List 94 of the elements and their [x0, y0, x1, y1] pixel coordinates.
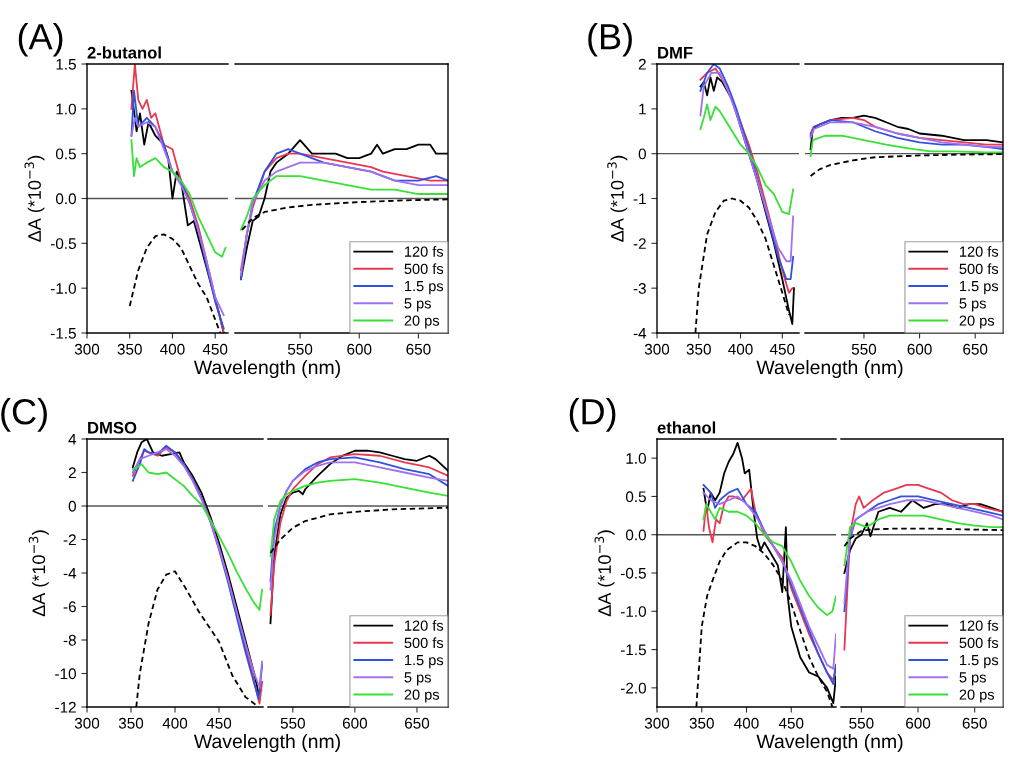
y-tick-label: 1.0	[626, 453, 646, 464]
chart-title: DMF	[658, 46, 693, 59]
x-axis-title: Wavelength (nm)	[193, 359, 340, 379]
x-tick-label: 300	[644, 343, 670, 355]
x-tick-label: 550	[849, 717, 874, 729]
x-axis-title: Wavelength (nm)	[756, 359, 903, 379]
x-tick-label: 650	[962, 717, 987, 729]
y-tick-label: 2	[68, 467, 76, 479]
y-tick-label: -1.5	[50, 328, 76, 339]
y-tick-label: -12	[55, 701, 76, 713]
x-tick-label: 650	[963, 343, 988, 355]
legend-label: 1.5 ps	[405, 281, 444, 295]
y-tick-label: 4	[68, 434, 77, 445]
y-tick-label: 0	[68, 500, 76, 512]
y-tick-label: -2	[63, 534, 76, 546]
legend-label: 1.5 ps	[960, 281, 999, 295]
x-tick-label: 400	[734, 717, 759, 729]
legend-label: 1.5 ps	[960, 655, 999, 669]
legend-label: 20 ps	[404, 315, 440, 329]
x-tick-label: 450	[769, 343, 795, 355]
x-tick-label: 450	[206, 717, 232, 729]
legend-label: 20 ps	[959, 689, 995, 703]
text: (D)	[569, 398, 616, 432]
x-tick-label: 400	[728, 343, 753, 355]
x-tick-label: 550	[287, 343, 313, 355]
x-tick-label: 350	[689, 717, 714, 729]
x-tick-label: 350	[686, 343, 711, 355]
x-tick-label: 300	[74, 717, 100, 729]
x-tick-label: 600	[342, 717, 368, 729]
y-tick-label: -6	[63, 601, 76, 613]
legend-label: 120 fs	[405, 620, 444, 631]
x-tick-label: 300	[644, 717, 670, 729]
x-tick-label: 400	[160, 343, 185, 355]
legend-label: 5 ps	[404, 672, 431, 686]
y-tick-label: 1	[639, 103, 646, 115]
y-tick-label: -2	[633, 238, 646, 249]
y-tick-label: -1.5	[620, 644, 646, 656]
legend-label: 5 ps	[959, 672, 986, 686]
y-tick-label: 0.0	[625, 529, 646, 541]
chart-title: 2-butanol	[87, 46, 161, 59]
legend-label: 500 fs	[404, 263, 444, 275]
legend-label: 500 fs	[404, 637, 444, 649]
y-tick-label: -8	[63, 634, 76, 646]
x-tick-label: 350	[118, 717, 144, 729]
legend-label: 5 ps	[404, 298, 431, 312]
x-tick-label: 450	[202, 343, 228, 355]
y-tick-label: 1.0	[56, 103, 76, 115]
y-tick-label: -1.0	[620, 606, 646, 617]
x-tick-label: 650	[406, 343, 431, 355]
legend-label: 500 fs	[959, 263, 999, 275]
y-tick-label: -10	[55, 668, 76, 680]
legend-label: 120 fs	[405, 246, 444, 257]
y-axis-title: ΔA (*10$^{−3}$)	[607, 155, 628, 242]
legend-label: 120 fs	[960, 246, 999, 257]
y-tick-label: -4	[633, 328, 647, 339]
text: (A)	[18, 22, 63, 57]
x-tick-label: 400	[162, 717, 188, 729]
legend-label: 5 ps	[959, 298, 986, 312]
text: (C)	[1, 398, 47, 432]
y-tick-label: 1.5	[56, 59, 76, 70]
x-tick-label: 550	[280, 717, 305, 729]
legend-label: 120 fs	[960, 620, 999, 631]
chart-title: DMSO	[88, 421, 137, 434]
y-axis-title: ΔA (*10$^{−3}$)	[24, 155, 45, 242]
y-tick-label: -0.5	[50, 238, 76, 250]
x-tick-label: 600	[347, 343, 372, 355]
y-tick-label: 0.0	[55, 193, 76, 205]
legend-label: 20 ps	[404, 689, 440, 703]
legend-label: 1.5 ps	[405, 655, 444, 669]
x-tick-label: 600	[906, 717, 931, 729]
y-tick-label: -4	[63, 568, 77, 579]
y-tick-label: 0.5	[625, 491, 646, 503]
y-axis-title: ΔA (*10$^{−3}$)	[28, 530, 49, 617]
x-tick-label: 600	[907, 343, 932, 355]
y-tick-label: -3	[633, 283, 646, 294]
y-tick-label: 0	[638, 148, 646, 160]
x-tick-label: 300	[74, 343, 100, 355]
y-tick-label: -2.0	[620, 682, 646, 694]
y-tick-label: -0.5	[620, 567, 646, 579]
y-tick-label: -1	[633, 193, 646, 205]
x-tick-label: 350	[117, 343, 142, 355]
legend-label: 20 ps	[959, 315, 995, 329]
x-tick-label: 650	[405, 717, 430, 729]
chart-title: ethanol	[657, 421, 716, 434]
x-tick-label: 550	[851, 343, 877, 355]
y-tick-label: 0.5	[55, 148, 76, 160]
x-axis-title: Wavelength (nm)	[193, 733, 340, 753]
legend-label: 500 fs	[959, 637, 999, 649]
x-tick-label: 450	[778, 717, 804, 729]
y-tick-label: 2	[638, 58, 646, 70]
text: (B)	[588, 22, 632, 57]
y-axis-title: ΔA (*10$^{−3}$)	[594, 530, 615, 617]
x-axis-title: Wavelength (nm)	[756, 733, 903, 753]
y-tick-label: -1.0	[50, 283, 76, 294]
